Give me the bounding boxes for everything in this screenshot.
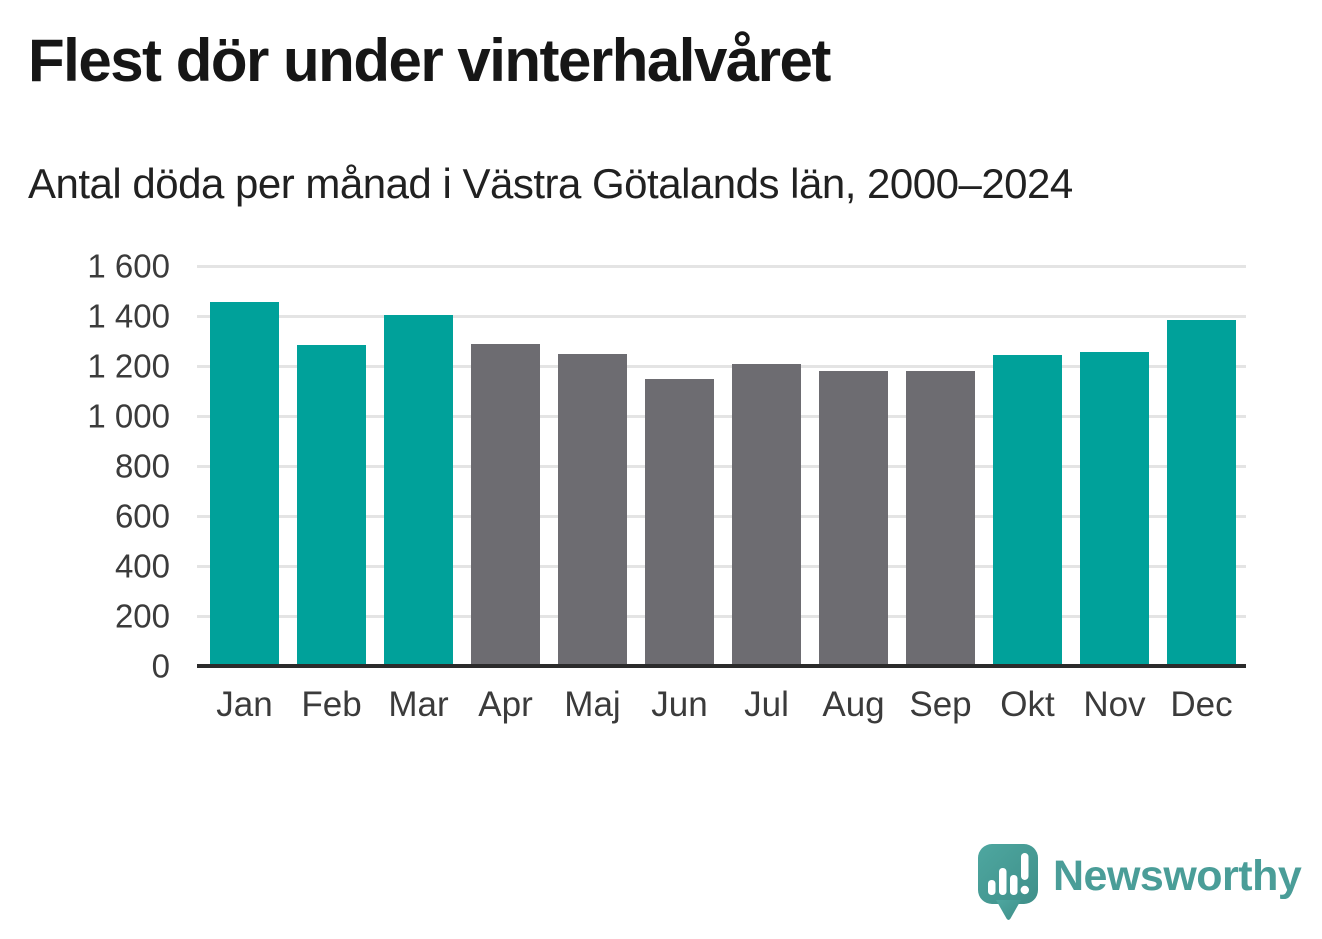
x-tick-label-maj: Maj xyxy=(564,685,621,724)
y-axis: 0 200 400 600 800 1 000 1 200 1 400 1 600 xyxy=(30,250,170,683)
x-tick-label-feb: Feb xyxy=(301,685,362,724)
bar-chart-glyph xyxy=(988,867,1018,895)
gridline-1600 xyxy=(197,264,1246,268)
gridline-600 xyxy=(197,514,1246,518)
y-tick-label-600: 600 xyxy=(114,497,170,535)
gridline-1400 xyxy=(197,314,1246,318)
x-axis-baseline xyxy=(197,664,1246,668)
x-tick-label-jun: Jun xyxy=(651,685,708,724)
bar-nov xyxy=(1080,352,1149,666)
bar-jul xyxy=(732,363,801,666)
bar-jan xyxy=(210,302,279,666)
y-tick-label-1200: 1 200 xyxy=(87,347,170,385)
x-tick-label-aug: Aug xyxy=(822,685,885,724)
x-tick-label-jan: Jan xyxy=(216,685,273,724)
bar-aug xyxy=(819,371,888,666)
bar-sep xyxy=(906,371,975,666)
gridline-800 xyxy=(197,464,1246,468)
plot-area xyxy=(197,264,1246,668)
bar-dec xyxy=(1167,319,1236,666)
brand-footer: Newsworthy xyxy=(977,841,1302,923)
y-tick-label-200: 200 xyxy=(114,597,170,635)
chart-title: Flest dör under vinterhalvåret xyxy=(28,27,831,94)
gridline-400 xyxy=(197,564,1246,568)
bar-mar xyxy=(384,314,453,666)
x-axis: Jan Feb Mar Apr Maj Jun Jul Aug Sep Okt Nov Dec xyxy=(197,685,1246,732)
brand-name: Newsworthy xyxy=(1053,851,1302,900)
gridline-200 xyxy=(197,614,1246,618)
y-tick-label-1600: 1 600 xyxy=(87,247,170,285)
x-tick-label-apr: Apr xyxy=(478,685,533,724)
x-tick-label-okt: Okt xyxy=(1000,685,1055,724)
y-tick-label-0: 0 xyxy=(151,647,170,685)
x-tick-label-dec: Dec xyxy=(1170,685,1233,724)
x-tick-label-sep: Sep xyxy=(909,685,972,724)
y-tick-label-400: 400 xyxy=(114,547,170,585)
y-tick-label-800: 800 xyxy=(114,447,170,485)
x-tick-label-jul: Jul xyxy=(744,685,789,724)
y-tick-label-1000: 1 000 xyxy=(87,397,170,435)
speech-bubble-shape xyxy=(978,843,1038,920)
bar-okt xyxy=(993,354,1062,666)
bar-feb xyxy=(297,344,366,666)
exclamation-glyph xyxy=(1020,852,1029,894)
chart-subtitle: Antal döda per månad i Västra Götalands … xyxy=(28,160,1073,207)
bar-maj xyxy=(558,353,627,666)
gridline-1200 xyxy=(197,364,1246,368)
x-tick-label-mar: Mar xyxy=(388,685,449,724)
y-tick-label-1400: 1 400 xyxy=(87,297,170,335)
gridline-1000 xyxy=(197,414,1246,418)
x-tick-label-nov: Nov xyxy=(1083,685,1146,724)
bar-apr xyxy=(471,343,540,666)
newsworthy-logo-icon xyxy=(978,843,1038,920)
bar-jun xyxy=(645,378,714,666)
